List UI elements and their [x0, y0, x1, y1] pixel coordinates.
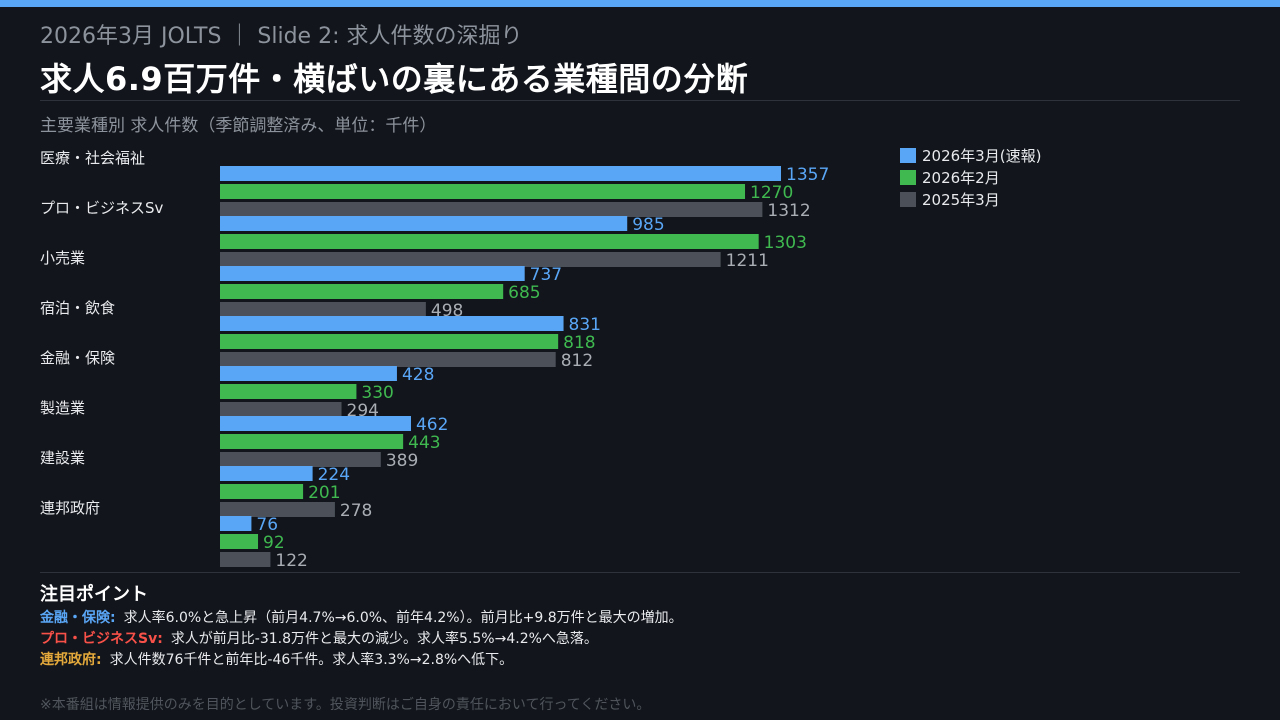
bar	[220, 316, 564, 331]
category-label: 医療・社会福祉	[40, 149, 145, 167]
data-label: 389	[386, 451, 418, 471]
key-point-label: 連邦政府:	[40, 652, 102, 668]
key-point-text: 求人率6.0%と急上昇（前月4.7%→6.0%、前年4.2%）。前月比+9.8万…	[123, 610, 683, 626]
data-label: 831	[569, 315, 601, 335]
bar	[220, 366, 397, 381]
data-label: 1312	[767, 201, 810, 221]
slide-title: 求人6.9百万件・横ばいの裏にある業種間の分断	[40, 60, 749, 98]
key-point-professional-services: プロ・ビジネスSv: 求人が前月比-31.8万件と最大の減少。求人率5.5%→4.…	[40, 629, 683, 650]
data-label: 1357	[786, 165, 829, 185]
category-label: 金融・保険	[40, 349, 115, 367]
slide-subtitle: 2026年3月 JOLTS ｜ Slide 2: 求人件数の深掘り	[40, 24, 523, 49]
category-label: 小売業	[40, 249, 85, 267]
data-label: 685	[508, 283, 540, 303]
data-label: 201	[308, 483, 340, 503]
bar	[220, 502, 335, 517]
category-label: 宿泊・飲食	[40, 299, 115, 317]
data-label: 818	[563, 333, 595, 353]
data-label: 224	[318, 465, 350, 485]
bar	[220, 416, 411, 431]
data-label: 737	[530, 265, 562, 285]
data-label: 278	[340, 501, 372, 521]
bar	[220, 516, 252, 531]
legend-swatch	[900, 192, 916, 207]
key-point-text: 求人件数76千件と前年比-46千件。求人率3.3%→2.8%へ低下。	[109, 652, 514, 668]
chart-caption: 主要業種別 求人件数（季節調整済み、単位：千件）	[40, 116, 437, 136]
bar	[220, 552, 271, 567]
data-label: 985	[632, 215, 664, 235]
bar	[220, 402, 342, 417]
bar	[220, 202, 763, 217]
legend-swatch	[900, 148, 916, 163]
key-points-section: 注目ポイント 金融・保険: 求人率6.0%と急上昇（前月4.7%→6.0%、前年4…	[40, 580, 683, 671]
key-points-title: 注目ポイント	[40, 584, 148, 605]
data-label: 92	[263, 533, 285, 553]
bar	[220, 302, 426, 317]
data-label: 1211	[726, 251, 769, 271]
bar	[220, 184, 746, 199]
bar	[220, 384, 357, 399]
bar	[220, 166, 781, 181]
category-label: 連邦政府	[40, 499, 100, 517]
bar	[220, 284, 504, 299]
key-point-label: プロ・ビジネスSv:	[40, 631, 163, 647]
bar	[220, 216, 628, 231]
bar	[220, 234, 759, 249]
category-label: プロ・ビジネスSv	[40, 199, 164, 217]
bar	[220, 352, 556, 367]
data-label: 1270	[750, 183, 793, 203]
category-label: 製造業	[40, 399, 85, 417]
header-divider	[40, 100, 1240, 101]
bar	[220, 534, 259, 549]
data-label: 76	[256, 515, 278, 535]
key-point-federal-government: 連邦政府: 求人件数76千件と前年比-46千件。求人率3.3%→2.8%へ低下。	[40, 650, 683, 671]
bar	[220, 484, 304, 499]
key-point-text: 求人が前月比-31.8万件と最大の減少。求人率5.5%→4.2%へ急落。	[170, 631, 598, 647]
top-accent-bar	[0, 0, 1280, 7]
data-label: 330	[361, 383, 393, 403]
chart-divider	[40, 572, 1240, 573]
bar	[220, 452, 381, 467]
category-label: 建設業	[40, 449, 85, 467]
bar	[220, 466, 313, 481]
data-label: 1303	[764, 233, 807, 253]
bar	[220, 266, 525, 281]
data-label: 812	[561, 351, 593, 371]
disclaimer: ※本番組は情報提供のみを目的としています。投資判断はご自身の責任において行ってく…	[40, 697, 651, 713]
legend-swatch	[900, 170, 916, 185]
legend-label: 2026年2月	[922, 169, 1000, 187]
bar	[220, 334, 559, 349]
data-label: 428	[402, 365, 434, 385]
data-label: 443	[408, 433, 440, 453]
legend-label: 2025年3月	[922, 191, 1000, 209]
key-point-finance: 金融・保険: 求人率6.0%と急上昇（前月4.7%→6.0%、前年4.2%）。前月…	[40, 608, 683, 629]
data-label: 122	[275, 551, 307, 571]
key-point-label: 金融・保険:	[40, 610, 116, 626]
bar	[220, 434, 404, 449]
bar	[220, 252, 721, 267]
legend-label: 2026年3月(速報)	[922, 147, 1041, 165]
data-label: 462	[416, 415, 448, 435]
